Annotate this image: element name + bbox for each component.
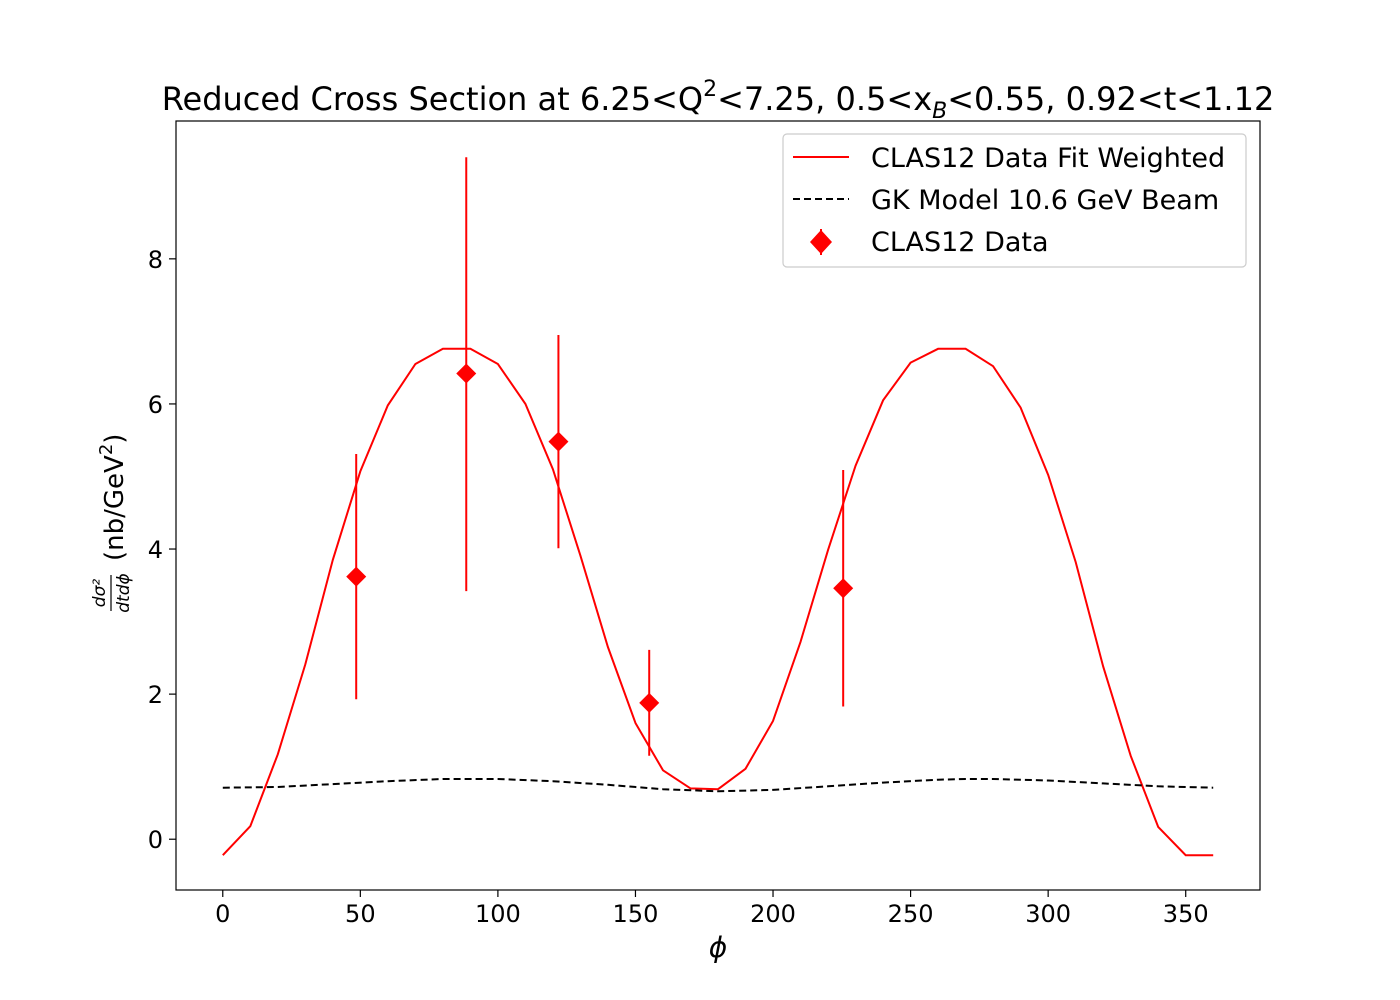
legend-label-gk: GK Model 10.6 GeV Beam <box>871 185 1219 216</box>
y-tick-label: 0 <box>148 826 163 854</box>
y-tick-label: 4 <box>148 536 163 564</box>
y-tick-label: 6 <box>148 391 163 419</box>
x-tick-label: 250 <box>888 900 934 928</box>
y-label-denominator: dtdϕ <box>114 573 134 612</box>
data-point <box>833 578 854 599</box>
series-layer <box>222 157 1214 857</box>
legend: CLAS12 Data Fit Weighted GK Model 10.6 G… <box>782 133 1247 268</box>
legend-marker-data <box>810 230 832 254</box>
x-axis: 0 50 100 150 200 250 300 350 <box>215 890 1209 928</box>
x-tick-label: 200 <box>750 900 796 928</box>
x-tick-label: 0 <box>215 900 230 928</box>
series-line-1 <box>222 778 1214 793</box>
data-point <box>456 363 477 384</box>
x-tick-label: 50 <box>345 900 376 928</box>
series-line-0 <box>222 347 1214 857</box>
y-label-unit: (nb/GeV2) <box>96 434 130 561</box>
y-tick-label: 8 <box>148 246 163 274</box>
x-axis-label: ϕ <box>709 931 727 964</box>
x-tick-label: 100 <box>475 900 521 928</box>
x-tick-label: 150 <box>613 900 659 928</box>
x-tick-label: 300 <box>1025 900 1071 928</box>
y-tick-label: 2 <box>148 681 163 709</box>
legend-label-fit: CLAS12 Data Fit Weighted <box>871 143 1225 174</box>
data-point <box>548 431 569 452</box>
data-point <box>639 692 660 713</box>
chart-title: Reduced Cross Section at 6.25<Q2<7.25, 0… <box>162 77 1275 124</box>
y-axis-label: dσ² dtdϕ (nb/GeV2) <box>90 434 134 613</box>
legend-box <box>782 133 1247 268</box>
y-axis: 0 2 4 6 8 <box>148 246 176 854</box>
legend-label-data: CLAS12 Data <box>871 227 1049 258</box>
y-label-numerator: dσ² <box>90 579 110 608</box>
x-tick-label: 350 <box>1163 900 1209 928</box>
data-point <box>346 566 367 587</box>
